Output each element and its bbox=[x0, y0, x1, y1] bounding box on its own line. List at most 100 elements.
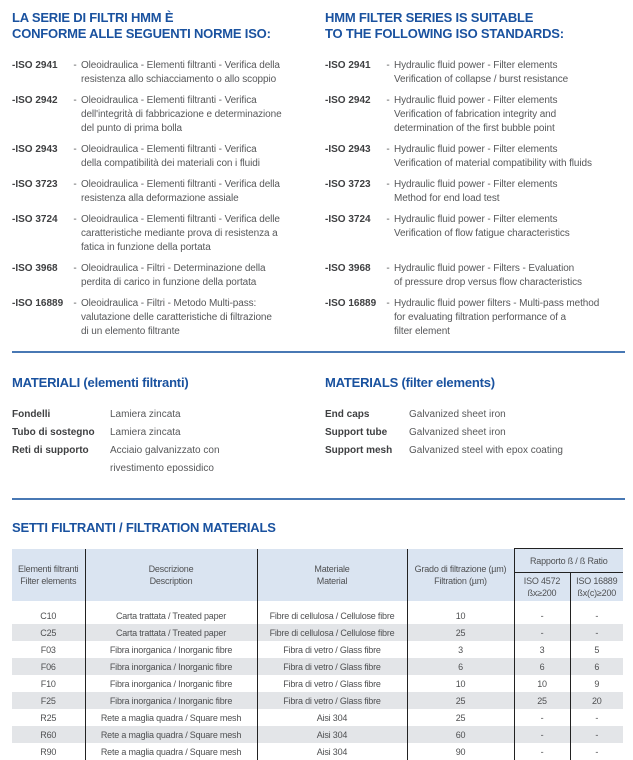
col-header-beta-ratio-group: Rapporto ß / ß Ratio bbox=[513, 548, 624, 573]
iso-description: Hydraulic fluid power - Filter elements … bbox=[394, 60, 569, 85]
iso-heading-english: HMM FILTER SERIES IS SUITABLE TO THE FOL… bbox=[325, 10, 564, 41]
iso-number-label: -ISO 3723 bbox=[12, 179, 58, 190]
iso-standards-section: LA SERIE DI FILTRI HMM È CONFORME ALLE S… bbox=[12, 10, 625, 339]
material-row: Support tube Galvanized sheet iron bbox=[325, 424, 625, 442]
cell-description: Carta trattata / Treated paper bbox=[84, 624, 257, 641]
cell-material: Fibra di vetro / Glass fibre bbox=[256, 641, 407, 658]
cell-filtration: 25 bbox=[406, 692, 514, 709]
iso-description: Oleoidraulica - Filtri - Metodo Multi-pa… bbox=[81, 298, 272, 337]
cell-element: F03 bbox=[40, 644, 56, 655]
cell-iso4572: 3 bbox=[513, 641, 570, 658]
material-value: Galvanized sheet iron bbox=[409, 427, 506, 438]
cell-material: Fibre di cellulosa / Cellulose fibre bbox=[256, 624, 407, 641]
iso-item-en-3724: -ISO 3724 - Hydraulic fluid power - Filter… bbox=[325, 213, 625, 255]
table-row-r90: R90 Rete a maglia quadra / Square mesh A… bbox=[12, 743, 624, 760]
cell-description: Fibra inorganica / Inorganic fibre bbox=[84, 675, 257, 692]
cell-material: Fibra di vetro / Glass fibre bbox=[256, 658, 407, 675]
iso-item-en-2942: -ISO 2942 - Hydraulic fluid power - Filter… bbox=[325, 94, 625, 136]
iso-number-label: -ISO 3724 bbox=[12, 214, 58, 225]
cell-description: Fibra inorganica / Inorganic fibre bbox=[84, 658, 257, 675]
iso-item-it-3968: -ISO 3968 - Oleoidraulica - Filtri - Deter… bbox=[12, 262, 325, 290]
iso-description: Oleoidraulica - Elementi filtranti - Ver… bbox=[81, 144, 260, 169]
catalog-page: LA SERIE DI FILTRI HMM È CONFORME ALLE S… bbox=[12, 10, 625, 760]
iso-separator: - bbox=[386, 263, 390, 274]
cell-iso4572: - bbox=[513, 709, 570, 726]
col-header-filtration-grade: Grado di filtrazione (µm) Filtration (µm… bbox=[406, 548, 514, 601]
material-term: Support tube bbox=[325, 427, 388, 438]
cell-iso16889: 5 bbox=[569, 641, 624, 658]
iso-item-it-2941: -ISO 2941 - Oleoidraulica - Elementi filtr… bbox=[12, 59, 325, 87]
iso-number-label: -ISO 3968 bbox=[325, 263, 371, 274]
filtration-heading: SETTI FILTRANTI / FILTRATION MATERIALS bbox=[12, 520, 276, 535]
iso-item-it-16889: -ISO 16889- Oleoidraulica - Filtri - Meto… bbox=[12, 297, 325, 339]
cell-filtration: 25 bbox=[406, 624, 514, 641]
iso-description: Oleoidraulica - Filtri - Determinazione … bbox=[81, 263, 266, 288]
cell-material: Fibra di vetro / Glass fibre bbox=[256, 675, 407, 692]
cell-element: F06 bbox=[40, 661, 56, 672]
cell-iso16889: 20 bbox=[569, 692, 624, 709]
material-row: Fondelli Lamiera zincata bbox=[12, 406, 325, 424]
materials-column-italian: MATERIALI (elementi filtranti) Fondelli … bbox=[12, 375, 325, 478]
iso-number-label: -ISO 2942 bbox=[12, 95, 58, 106]
iso-separator: - bbox=[73, 144, 77, 155]
material-term: Reti di supporto bbox=[12, 445, 89, 456]
iso-number-label: -ISO 2941 bbox=[12, 60, 58, 71]
iso-item-it-3724: -ISO 3724 - Oleoidraulica - Elementi filtr… bbox=[12, 213, 325, 255]
section-divider bbox=[12, 498, 625, 500]
cell-iso4572: 10 bbox=[513, 675, 570, 692]
cell-element: R60 bbox=[40, 729, 57, 740]
cell-element: R25 bbox=[40, 712, 57, 723]
iso-description: Oleoidraulica - Elementi filtranti - Ver… bbox=[81, 60, 280, 85]
iso-number-label: -ISO 3968 bbox=[12, 263, 58, 274]
iso-description: Hydraulic fluid power - Filter elements … bbox=[394, 95, 558, 134]
cell-material: Fibra di vetro / Glass fibre bbox=[256, 692, 407, 709]
col-header-material: Materiale Material bbox=[256, 548, 407, 601]
iso-separator: - bbox=[386, 298, 390, 309]
iso-number-label: -ISO 2942 bbox=[325, 95, 371, 106]
table-row-c10: C10 Carta trattata / Treated paper Fibre… bbox=[12, 607, 624, 624]
iso-separator: - bbox=[73, 214, 77, 225]
material-value: Galvanized sheet iron bbox=[409, 409, 506, 420]
cell-element: F10 bbox=[40, 678, 56, 689]
cell-iso4572: 25 bbox=[513, 692, 570, 709]
cell-element: R90 bbox=[40, 746, 57, 757]
iso-description: Hydraulic fluid power - Filter elements … bbox=[394, 214, 570, 239]
iso-separator: - bbox=[73, 95, 77, 106]
cell-iso4572: - bbox=[513, 607, 570, 624]
iso-number-label: -ISO 2943 bbox=[325, 144, 371, 155]
filtration-table: Elementi filtranti Filter elements Descr… bbox=[12, 548, 624, 760]
cell-iso4572: 6 bbox=[513, 658, 570, 675]
iso-number-label: -ISO 2943 bbox=[12, 144, 58, 155]
table-row-f25: F25 Fibra inorganica / Inorganic fibre F… bbox=[12, 692, 624, 709]
materials-column-english: MATERIALS (filter elements) End caps Gal… bbox=[325, 375, 625, 478]
iso-separator: - bbox=[73, 298, 77, 309]
material-value: Galvanized steel with epox coating bbox=[409, 445, 563, 456]
table-row-r25: R25 Rete a maglia quadra / Square mesh A… bbox=[12, 709, 624, 726]
iso-item-en-2941: -ISO 2941 - Hydraulic fluid power - Filter… bbox=[325, 59, 625, 87]
cell-filtration: 10 bbox=[406, 675, 514, 692]
material-term: Support mesh bbox=[325, 445, 393, 456]
iso-description: Oleoidraulica - Elementi filtranti - Ver… bbox=[81, 179, 280, 204]
cell-material: Aisi 304 bbox=[256, 726, 407, 743]
cell-description: Carta trattata / Treated paper bbox=[84, 607, 257, 624]
cell-iso16889: - bbox=[569, 743, 624, 760]
iso-description: Oleoidraulica - Elementi filtranti - Ver… bbox=[81, 95, 282, 134]
cell-filtration: 3 bbox=[406, 641, 514, 658]
iso-number-label: -ISO 3724 bbox=[325, 214, 371, 225]
iso-separator: - bbox=[73, 60, 77, 71]
iso-separator: - bbox=[386, 214, 390, 225]
cell-description: Fibra inorganica / Inorganic fibre bbox=[84, 692, 257, 709]
iso-heading-italian: LA SERIE DI FILTRI HMM È CONFORME ALLE S… bbox=[12, 10, 271, 41]
materials-section: MATERIALI (elementi filtranti) Fondelli … bbox=[12, 375, 625, 478]
filtration-section: SETTI FILTRANTI / FILTRATION MATERIALS E… bbox=[12, 520, 625, 760]
cell-iso4572: - bbox=[513, 624, 570, 641]
iso-number-label: -ISO 3723 bbox=[325, 179, 371, 190]
material-row: End caps Galvanized sheet iron bbox=[325, 406, 625, 424]
iso-separator: - bbox=[386, 179, 390, 190]
cell-element: C25 bbox=[40, 627, 57, 638]
cell-filtration: 6 bbox=[406, 658, 514, 675]
iso-item-it-2943: -ISO 2943 - Oleoidraulica - Elementi filtr… bbox=[12, 143, 325, 171]
cell-description: Rete a maglia quadra / Square mesh bbox=[84, 709, 257, 726]
iso-description: Hydraulic fluid power - Filter elements … bbox=[394, 144, 592, 169]
col-header-iso4572: ISO 4572 ßx≥200 bbox=[513, 572, 570, 601]
